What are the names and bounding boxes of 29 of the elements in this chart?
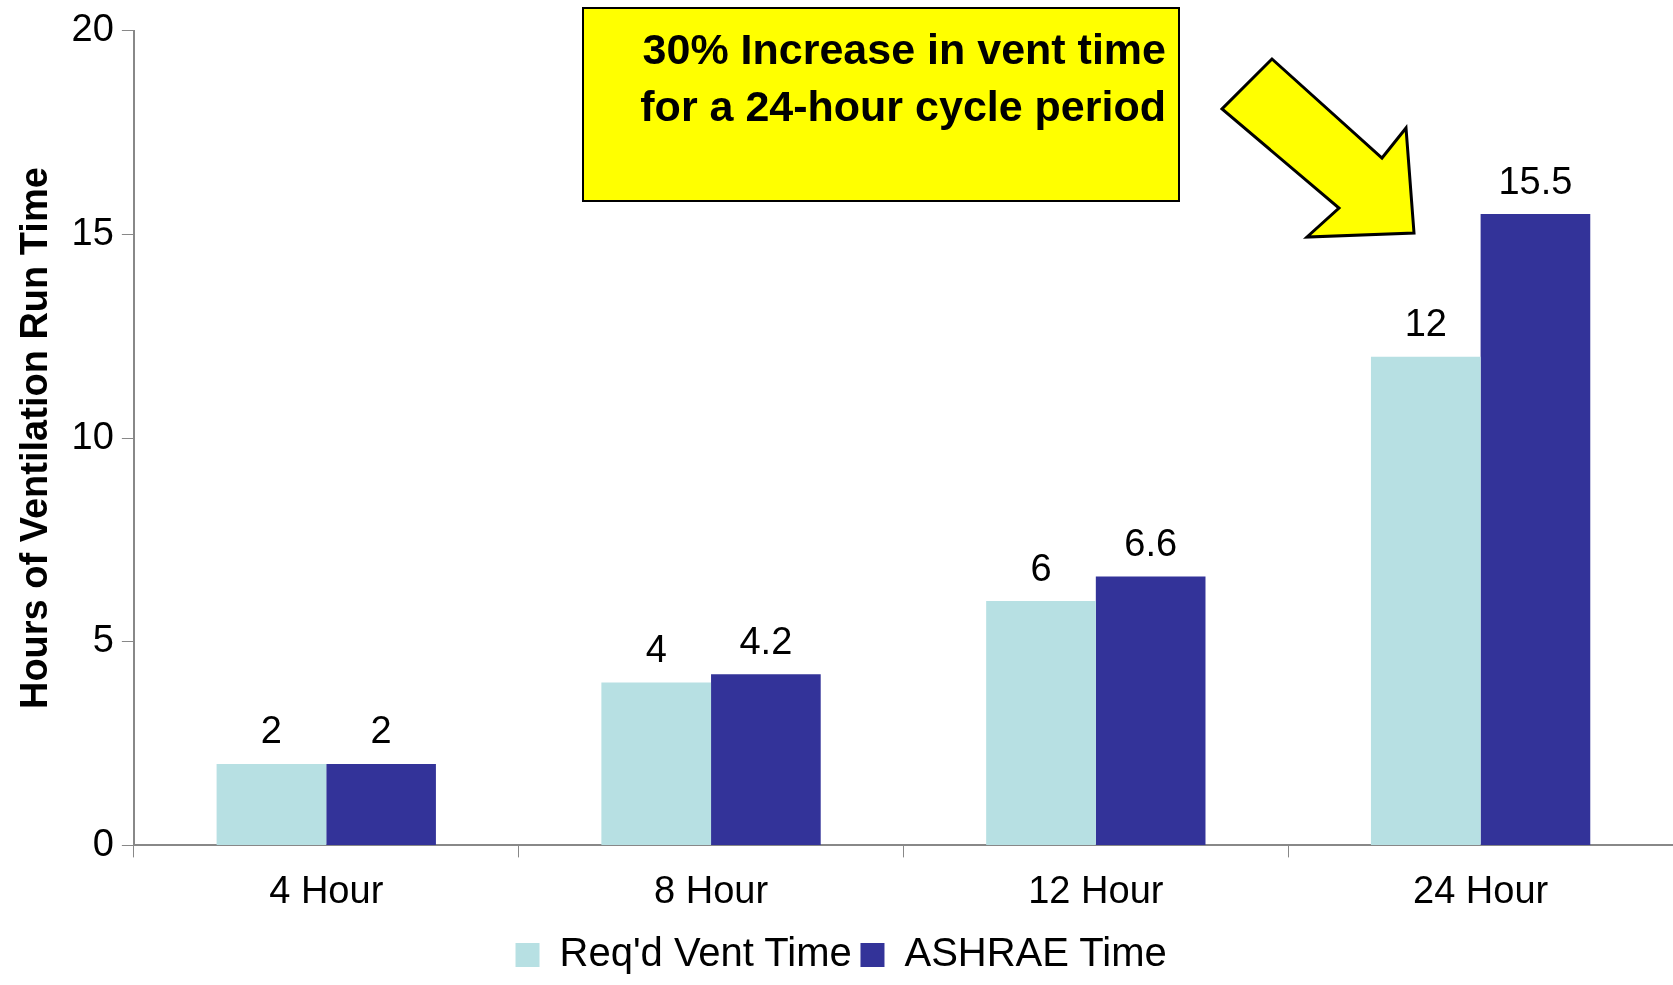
x-tick-label: 8 Hour bbox=[654, 868, 769, 911]
bar bbox=[601, 682, 712, 845]
y-tick-label: 15 bbox=[71, 210, 114, 253]
data-label: 6.6 bbox=[1124, 522, 1178, 565]
y-tick-label: 0 bbox=[92, 821, 114, 864]
data-label: 4.2 bbox=[739, 619, 793, 662]
y-tick-label: 20 bbox=[71, 7, 114, 50]
y-tick-label: 5 bbox=[92, 618, 114, 661]
bar bbox=[1370, 356, 1481, 845]
data-label: 12 bbox=[1404, 302, 1447, 345]
legend-label: ASHRAE Time bbox=[904, 930, 1167, 975]
legend-label: Req'd Vent Time bbox=[559, 930, 852, 975]
bar bbox=[216, 763, 327, 845]
bar bbox=[711, 674, 821, 845]
bar bbox=[326, 763, 436, 845]
bar bbox=[1095, 576, 1206, 845]
x-tick-label: 4 Hour bbox=[269, 868, 384, 911]
data-label: 2 bbox=[260, 709, 282, 752]
data-label: 15.5 bbox=[1498, 159, 1573, 202]
annotation: 30% Increase in vent time for a 24-hour cycle period bbox=[582, 7, 1180, 202]
data-label: 6 bbox=[1030, 546, 1052, 589]
y-axis-title: Hours of Ventilation Run Time bbox=[13, 167, 56, 710]
x-tick-label: 12 Hour bbox=[1028, 868, 1164, 911]
data-label: 4 bbox=[645, 627, 667, 670]
data-label: 2 bbox=[370, 709, 392, 752]
bar bbox=[1480, 214, 1591, 845]
bar bbox=[986, 601, 1096, 845]
y-tick-label: 10 bbox=[71, 414, 114, 457]
x-tick-label: 24 Hour bbox=[1413, 868, 1549, 911]
